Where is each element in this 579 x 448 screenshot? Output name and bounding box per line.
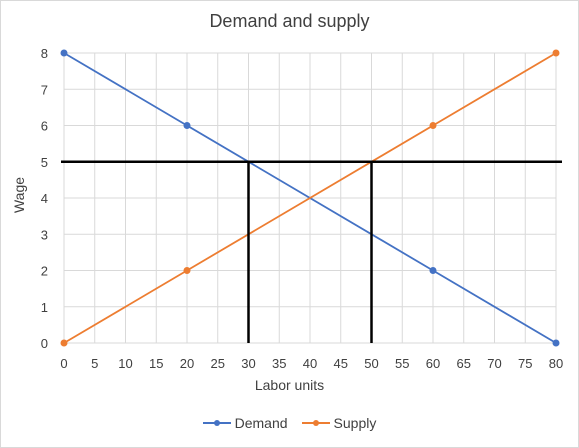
- demand-point-0: [60, 49, 68, 57]
- x-tick-label-2: 10: [118, 356, 132, 371]
- legend-swatch-supply: [301, 417, 330, 429]
- x-tick-label-6: 30: [241, 356, 255, 371]
- y-tick-label-0: 0: [41, 336, 48, 351]
- legend-label-supply: Supply: [333, 415, 377, 431]
- y-axis-title: Wage: [11, 176, 27, 214]
- legend-swatch-demand: [202, 417, 231, 429]
- x-tick-label-12: 60: [426, 356, 440, 371]
- supply-point-3: [552, 49, 560, 57]
- x-tick-label-10: 50: [364, 356, 378, 371]
- supply-point-1: [183, 267, 191, 274]
- y-tick-label-3: 3: [41, 227, 48, 242]
- legend-label-demand: Demand: [234, 415, 288, 431]
- x-tick-label-9: 45: [334, 356, 348, 371]
- x-tick-label-7: 35: [272, 356, 286, 371]
- x-axis-title: Labor units: [254, 377, 325, 393]
- supply-point-2: [429, 122, 437, 129]
- demand-point-2: [429, 267, 437, 274]
- legend: Demand Supply: [1, 415, 578, 431]
- chart-title: Demand and supply: [209, 11, 370, 31]
- x-tick-label-3: 15: [149, 356, 163, 371]
- x-tick-label-14: 70: [487, 356, 501, 371]
- legend-item-supply: Supply: [301, 415, 377, 431]
- legend-item-demand: Demand: [202, 415, 288, 431]
- y-tick-label-7: 7: [41, 82, 48, 97]
- demand-point-1: [183, 122, 191, 129]
- x-tick-label-4: 20: [180, 356, 194, 371]
- x-tick-label-15: 75: [518, 356, 532, 371]
- x-tick-label-13: 65: [457, 356, 471, 371]
- x-tick-label-0: 0: [60, 356, 67, 371]
- y-tick-label-2: 2: [41, 264, 48, 279]
- x-tick-label-16: 80: [549, 356, 563, 371]
- x-tick-label-11: 55: [395, 356, 409, 371]
- y-tick-label-8: 8: [41, 46, 48, 61]
- demand-point-3: [552, 339, 560, 347]
- x-tick-label-5: 25: [211, 356, 225, 371]
- y-tick-label-4: 4: [41, 191, 48, 206]
- x-tick-label-1: 5: [91, 356, 98, 371]
- y-tick-label-5: 5: [41, 155, 48, 170]
- x-tick-label-8: 40: [303, 356, 317, 371]
- y-tick-label-6: 6: [41, 119, 48, 134]
- supply-point-0: [60, 339, 68, 347]
- y-tick-label-1: 1: [41, 300, 48, 315]
- supply-line: [63, 52, 557, 344]
